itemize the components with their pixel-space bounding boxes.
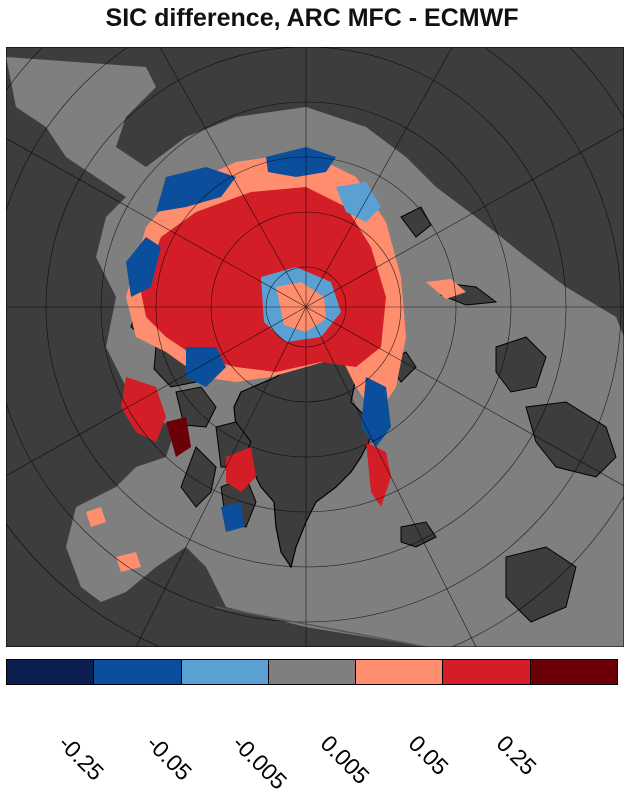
colorbar	[6, 659, 618, 685]
colorbar-tick-label: -0.005	[227, 730, 293, 795]
arctic-islands	[385, 206, 617, 623]
colorbar-segment-3	[181, 660, 269, 684]
colorbar-tick-label: 0.25	[491, 730, 542, 781]
colorbar-segment-7	[530, 660, 617, 684]
colorbar-segment-6	[443, 660, 531, 684]
page-title: SIC difference, ARC MFC - ECMWF	[105, 4, 519, 32]
colorbar-tick-label: 0.05	[403, 730, 454, 781]
domain-boundary	[215, 606, 434, 647]
colorbar-tick-label: -0.25	[53, 730, 110, 786]
colorbar-segment-1	[7, 660, 95, 684]
arctic-map	[6, 47, 624, 647]
colorbar-segment-5	[356, 660, 444, 684]
graticule	[6, 47, 624, 647]
colorbar-segment-2	[94, 660, 182, 684]
colorbar-tick-label: -0.05	[141, 730, 198, 786]
colorbar-segment-4	[268, 660, 357, 684]
colorbar-tick-label: 0.005	[315, 730, 375, 790]
